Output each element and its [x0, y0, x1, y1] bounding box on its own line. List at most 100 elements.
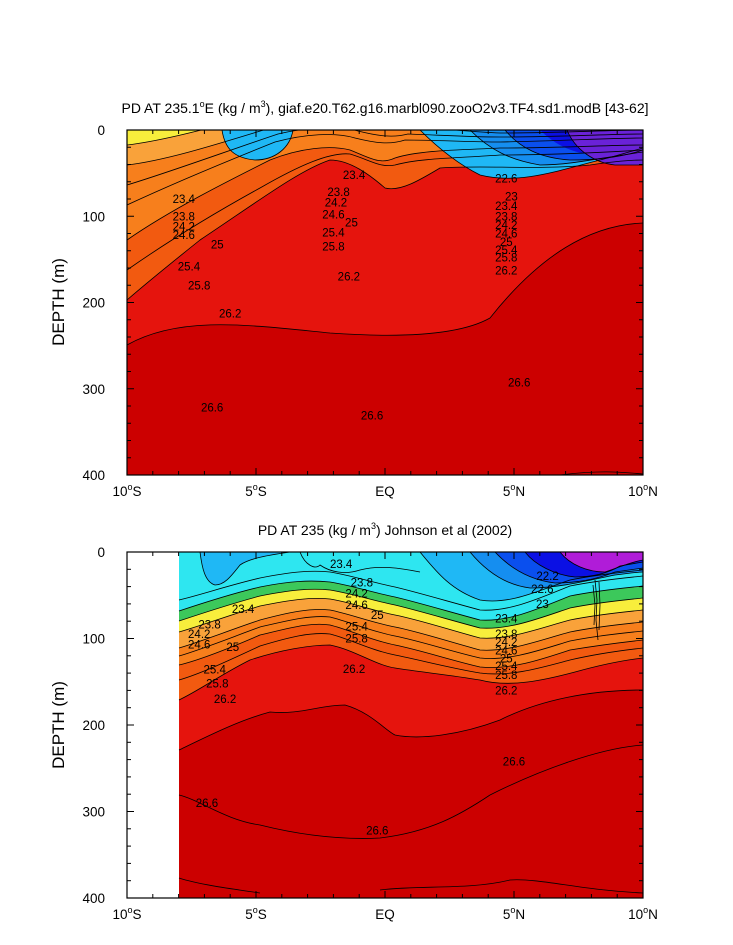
contour-label: 25 — [211, 240, 224, 252]
panel-observed: PD AT 235 (kg / m3) Johnson et al (2002) — [49, 521, 658, 922]
y-axis-title: DEPTH (m) — [49, 681, 68, 769]
x-tick-label: 5oN — [503, 905, 525, 922]
contour-label: 23.8 — [495, 629, 517, 641]
contour-label: 22.2 — [536, 571, 558, 583]
contour-label: 24.6 — [188, 640, 210, 652]
contour-line — [127, 134, 643, 206]
contour-label: 24.2 — [495, 637, 517, 649]
contour-label: 25.4 — [204, 665, 227, 677]
contour-line — [494, 552, 643, 584]
contour-label: 24.6 — [322, 210, 344, 222]
y-tick-label: 100 — [82, 632, 105, 647]
contour-line — [178, 623, 643, 668]
contour-line — [504, 130, 643, 161]
contour-label: 26.2 — [214, 694, 236, 706]
band-sky-blue — [200, 552, 290, 585]
y-tick-label: 100 — [82, 209, 105, 224]
contour-line — [489, 744, 643, 796]
contour-line — [178, 644, 643, 701]
contour-label: 25.4 — [345, 621, 368, 633]
contour-line — [127, 149, 643, 271]
band-purple — [567, 130, 643, 165]
x-tick-label: 10oS — [112, 482, 141, 499]
y-tick-label: 300 — [82, 805, 105, 820]
missing-data-mask — [127, 552, 179, 898]
x-tick-label: EQ — [375, 484, 395, 499]
contour-label: 25 — [345, 217, 358, 229]
panel-title: PD AT 235 (kg / m3) Johnson et al (2002) — [258, 521, 512, 538]
contour-label: 26.6 — [201, 403, 223, 415]
contour-label: 25 — [371, 610, 384, 622]
contour-label: 24.2 — [495, 220, 517, 232]
band-orange-red — [127, 130, 643, 300]
y-tick-label: 300 — [82, 382, 105, 397]
y-tick-label: 0 — [97, 123, 105, 138]
x-tick-label: 5oS — [245, 482, 267, 499]
contour-label: 24.2 — [345, 589, 367, 601]
panel-model: PD AT 235.1oE (kg / m3), giaf.e20.T62.g1… — [49, 70, 658, 499]
contour-line — [127, 130, 643, 186]
contour-label: 25.8 — [495, 670, 517, 682]
y-tick-label: 200 — [82, 718, 105, 733]
contour-label: 25.4 — [322, 228, 345, 240]
contour-label: 24.2 — [325, 197, 347, 209]
contour-label: 25.8 — [206, 678, 228, 690]
axis-ticks: 10oS 5oS EQ 5oN 10oN 0 100 200 300 400 — [82, 545, 657, 922]
x-tick-label: EQ — [375, 907, 395, 922]
contour-label: 25.8 — [188, 280, 210, 292]
contour-line — [178, 794, 491, 839]
contour-label-group: 23.423.824.224.62525.425.826.226.623.423… — [173, 170, 531, 423]
contour-label: 23.8 — [173, 211, 195, 223]
contour-label: 25 — [500, 653, 513, 665]
contour-line — [419, 130, 643, 179]
contour-line — [559, 471, 643, 475]
contour-label: 24.2 — [188, 629, 210, 641]
contour-label: 24.6 — [495, 229, 517, 241]
contour-line — [178, 877, 643, 894]
contour-line — [221, 130, 294, 161]
contour-label: 23.4 — [330, 559, 353, 571]
contour-label: 25.8 — [345, 634, 367, 646]
x-tick-label: 10oS — [112, 905, 141, 922]
contour-label: 25 — [226, 642, 239, 654]
panel-title: PD AT 235.1oE (kg / m3), giaf.e20.T62.g1… — [121, 99, 648, 116]
x-tick-label: 10oN — [628, 482, 658, 499]
contour-label: 26.2 — [495, 266, 517, 278]
contour-label: 26.2 — [343, 664, 365, 676]
contour-label: 26.2 — [338, 272, 360, 284]
contour-line — [592, 579, 601, 641]
contour-label: 26.2 — [495, 685, 517, 697]
contour-line — [127, 130, 643, 166]
contour-label: 24.6 — [495, 646, 517, 658]
contour-label: 23 — [505, 191, 518, 203]
contour-line — [199, 552, 291, 586]
contour-label: 23.8 — [351, 577, 373, 589]
contour-label: 25.4 — [495, 661, 518, 673]
contour-line — [127, 70, 643, 95]
contour-label: 23.4 — [232, 604, 255, 616]
contour-label: 24.6 — [173, 230, 195, 242]
contour-line — [178, 609, 643, 651]
x-tick-label: 5oN — [503, 482, 525, 499]
y-axis-title: DEPTH (m) — [49, 258, 68, 346]
contour-line — [299, 552, 421, 573]
contour-line — [178, 580, 643, 621]
contour-label: 23.8 — [495, 211, 517, 223]
contour-label: 26.6 — [196, 798, 218, 810]
contour-line — [178, 570, 643, 611]
contour-label: 25.8 — [495, 253, 517, 265]
y-tick-label: 400 — [82, 891, 105, 906]
x-tick-label: 10oN — [628, 905, 658, 922]
contour-lines — [178, 552, 643, 894]
contour-label: 23.4 — [343, 170, 366, 182]
contour-label: 25.8 — [322, 241, 344, 253]
contour-label: 25 — [500, 237, 513, 249]
axis-ticks: 10oS 5oS EQ 5oN 10oN 0 100 200 300 400 — [82, 123, 657, 499]
contour-line — [178, 633, 643, 681]
contour-label: 23.4 — [495, 614, 518, 626]
x-tick-label: 5oS — [245, 905, 267, 922]
contour-label: 23 — [536, 599, 549, 611]
contour-label: 23.4 — [495, 201, 518, 213]
